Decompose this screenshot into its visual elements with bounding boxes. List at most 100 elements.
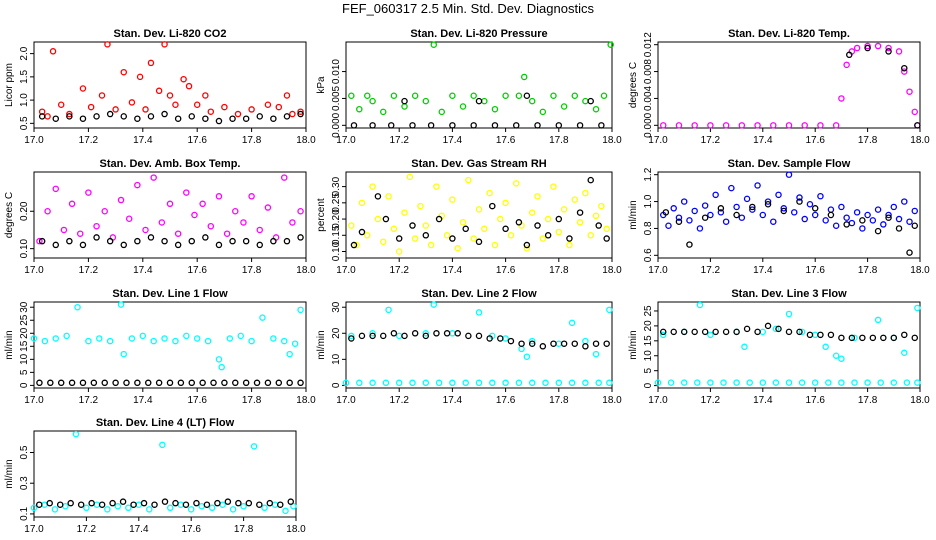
data-point: [512, 180, 520, 187]
x-tick-label: 17.8: [549, 135, 569, 146]
y-axis-label: kPa: [316, 76, 327, 94]
data-point: [680, 379, 688, 386]
panel-co2: Stan. Dev. Li-820 CO2 17.0 17.2 17.4 17.6 17.…: [4, 28, 316, 146]
plot-frame: [657, 301, 921, 389]
y-tick-label: 0.6: [643, 248, 654, 262]
data-point: [528, 209, 536, 216]
data-point: [733, 328, 740, 336]
data-point: [449, 92, 456, 100]
x-tick-label: 17.4: [129, 524, 149, 535]
data-point: [166, 504, 174, 512]
data-point: [289, 219, 296, 226]
panel-line2: Stan. Dev. Line 2 Flow 17.0 17.2 17.4 17.6 17…: [316, 288, 622, 406]
x-tick-label: 17.0: [24, 265, 44, 276]
data-point: [291, 340, 299, 347]
x-tick-label: 18.0: [296, 395, 316, 406]
data-point: [890, 379, 898, 386]
data-point: [290, 502, 297, 510]
data-point: [348, 332, 355, 340]
x-tick-label: 17.4: [443, 135, 463, 146]
data-point: [523, 353, 531, 360]
data-point: [843, 214, 850, 221]
data-point: [214, 499, 221, 507]
data-point: [245, 499, 253, 507]
y-tick-label: 0: [643, 382, 654, 388]
data-point: [733, 211, 740, 219]
y-axis-label: ml/min: [4, 459, 15, 488]
x-tick-label: 17.0: [24, 524, 44, 535]
data-point: [582, 97, 589, 105]
panel-title: Stan. Dev. Line 3 Flow: [731, 288, 847, 300]
data-point: [838, 334, 845, 342]
data-point: [502, 199, 509, 207]
data-point: [369, 122, 376, 129]
x-tick-label: 17.6: [496, 265, 516, 276]
data-point: [901, 68, 908, 75]
data-point: [885, 48, 892, 55]
data-point: [177, 501, 184, 508]
data-point: [603, 235, 610, 242]
y-tick-label: 2.0: [19, 46, 30, 60]
series-1: [846, 44, 921, 129]
data-point: [489, 202, 496, 210]
data-point: [411, 330, 419, 337]
data-point: [806, 331, 814, 339]
data-point: [895, 48, 903, 55]
data-point: [36, 237, 43, 245]
data-point: [202, 234, 209, 241]
y-axis-label: degrees C: [628, 62, 639, 108]
data-point: [780, 205, 788, 212]
data-point: [539, 235, 547, 242]
data-point: [722, 122, 730, 129]
data-point: [271, 501, 279, 508]
data-point: [215, 117, 223, 125]
data-point: [911, 222, 919, 229]
data-point: [914, 122, 921, 129]
data-point: [475, 206, 483, 213]
data-point: [135, 501, 143, 508]
data-point: [770, 122, 777, 129]
y-axis-label: Licor ppm: [4, 63, 15, 107]
data-point: [134, 115, 141, 122]
data-point: [869, 217, 877, 224]
data-point: [229, 506, 237, 513]
data-point: [120, 68, 128, 76]
data-point: [112, 379, 119, 387]
data-point: [382, 379, 390, 387]
data-point: [696, 225, 704, 232]
data-point: [411, 92, 419, 100]
data-point: [248, 106, 255, 113]
data-point: [106, 110, 114, 118]
data-point: [675, 122, 683, 129]
data-point: [890, 334, 898, 342]
data-point: [885, 214, 892, 221]
data-point: [218, 363, 225, 371]
data-point: [502, 92, 509, 100]
y-tick-label: 0.008: [643, 59, 654, 84]
data-point: [350, 122, 358, 129]
data-point: [369, 332, 376, 340]
data-point: [759, 211, 767, 219]
data-point: [694, 379, 701, 386]
data-point: [161, 237, 168, 245]
panel-title: Stan. Dev. Amb. Box Temp.: [100, 158, 241, 170]
series-1: [38, 234, 304, 249]
data-point: [811, 205, 819, 212]
data-point: [542, 379, 549, 387]
data-point: [449, 235, 456, 242]
data-point: [125, 215, 133, 222]
data-point: [253, 379, 261, 387]
data-point: [123, 379, 130, 387]
data-point: [465, 176, 472, 184]
series-0: [38, 41, 304, 120]
data-point: [379, 108, 387, 116]
data-point: [587, 176, 594, 184]
data-point: [342, 379, 350, 387]
y-tick-label: 20: [19, 327, 30, 339]
data-point: [106, 337, 114, 345]
data-point: [607, 41, 614, 48]
data-point: [250, 443, 258, 450]
y-tick-label: 0.012: [643, 32, 654, 57]
data-point: [696, 301, 704, 309]
